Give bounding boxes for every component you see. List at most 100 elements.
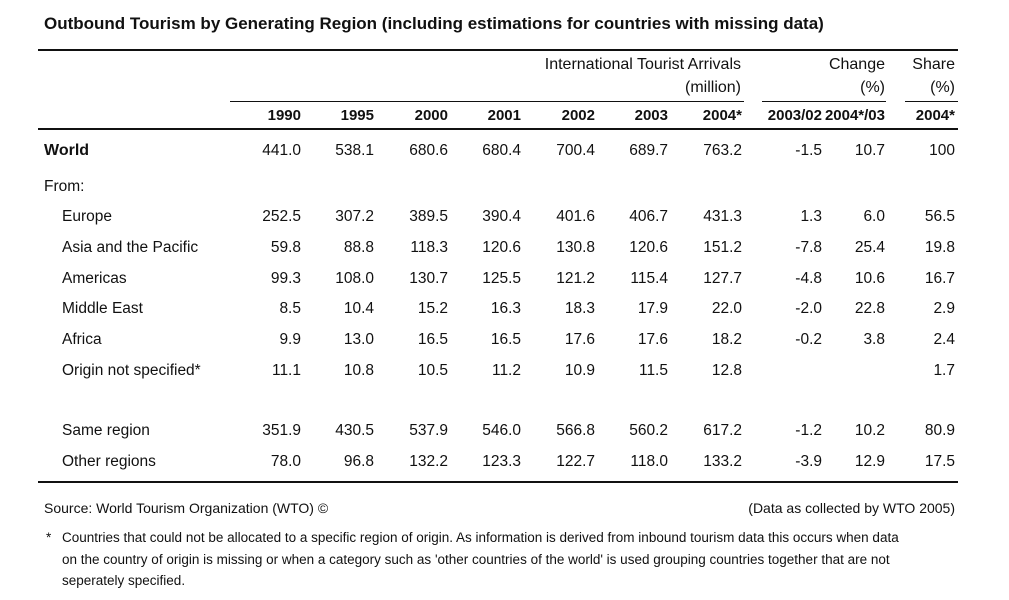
row-group-0-value-6: 617.2 <box>703 422 742 439</box>
share-header-line1: Share <box>912 56 955 73</box>
footnote-mark: * <box>46 530 52 545</box>
arrivals-header-line1: International Tourist Arrivals <box>544 56 741 73</box>
row-region-5-value-2: 10.5 <box>417 362 448 379</box>
row-region-1-value-5: 120.6 <box>629 239 668 256</box>
row-group-1-label: Other regions <box>62 453 156 470</box>
row-region-1-label: Asia and the Pacific <box>62 239 199 256</box>
change-header-line1: Change <box>828 56 885 73</box>
row-group-0-value-3: 546.0 <box>482 422 521 439</box>
row-group-0-change-0: -1.2 <box>795 422 822 439</box>
row-region-3-share: 2.9 <box>933 300 955 317</box>
row-region-3-change-0: -2.0 <box>795 300 822 317</box>
row-region-5-value-5: 11.5 <box>638 362 668 379</box>
column-header-0: 1990 <box>267 107 301 124</box>
row-region-0-value-0: 252.5 <box>262 208 301 225</box>
row-world-value-5: 689.7 <box>629 142 668 159</box>
row-world-value-1: 538.1 <box>335 142 374 159</box>
row-region-3-value-1: 10.4 <box>343 300 374 317</box>
column-header-1: 1995 <box>340 107 374 124</box>
collection-note: (Data as collected by WTO 2005) <box>748 500 955 516</box>
arrivals-header-line2: (million) <box>685 79 741 96</box>
row-region-2-value-5: 115.4 <box>630 270 668 287</box>
row-region-4-change-1: 3.8 <box>863 331 885 348</box>
row-world-change-0: -1.5 <box>795 142 822 159</box>
row-region-4-value-6: 18.2 <box>711 331 742 348</box>
row-group-0-value-1: 430.5 <box>335 422 374 439</box>
row-region-5-share: 1.7 <box>933 362 955 379</box>
row-region-3-value-4: 18.3 <box>564 300 595 317</box>
row-region-2-value-6: 127.7 <box>703 270 742 287</box>
change-column-header-0: 2003/02 <box>767 107 822 124</box>
row-region-2-value-2: 130.7 <box>409 270 448 287</box>
row-region-0-change-1: 6.0 <box>863 208 885 225</box>
row-region-4-share: 2.4 <box>933 331 955 348</box>
source-note: Source: World Tourism Organization (WTO)… <box>44 500 329 516</box>
row-group-0-value-5: 560.2 <box>629 422 668 439</box>
share-header-line2: (%) <box>930 79 955 96</box>
row-region-3-label: Middle East <box>62 300 143 317</box>
row-region-1-value-4: 130.8 <box>556 239 595 256</box>
row-region-4-change-0: -0.2 <box>795 331 822 348</box>
row-group-0-share: 80.9 <box>924 422 955 439</box>
row-region-3-value-0: 8.5 <box>279 300 301 317</box>
row-region-0-change-0: 1.3 <box>800 208 822 225</box>
top-rule <box>38 49 958 51</box>
change-header-line2: (%) <box>860 79 885 96</box>
row-world-share: 100 <box>929 142 955 159</box>
row-region-4-value-4: 17.6 <box>564 331 595 348</box>
row-group-1-value-0: 78.0 <box>270 453 301 470</box>
change-column-header-1: 2004*/03 <box>824 107 885 124</box>
row-region-1-value-3: 120.6 <box>482 239 521 256</box>
row-group-1-value-1: 96.8 <box>343 453 374 470</box>
row-world-change-1: 10.7 <box>854 142 885 159</box>
row-world-value-6: 763.2 <box>703 142 742 159</box>
row-region-5-value-3: 11.2 <box>491 362 521 379</box>
column-header-2: 2000 <box>414 107 448 124</box>
row-group-0-value-2: 537.9 <box>409 422 448 439</box>
row-region-4-value-3: 16.5 <box>490 331 521 348</box>
row-region-5-value-4: 10.9 <box>564 362 595 379</box>
row-region-0-value-6: 431.3 <box>703 208 742 225</box>
row-region-2-value-1: 108.0 <box>335 270 374 287</box>
row-group-1-value-5: 118.0 <box>630 453 668 470</box>
row-group-1-value-2: 132.2 <box>409 453 448 470</box>
row-group-1-value-4: 122.7 <box>556 453 595 470</box>
row-region-0-value-2: 389.5 <box>409 208 448 225</box>
row-region-4-label: Africa <box>62 331 102 348</box>
change-header-rule <box>762 101 886 102</box>
row-region-3-value-5: 17.9 <box>637 300 668 317</box>
row-group-0-label: Same region <box>62 422 150 439</box>
row-region-4-value-1: 13.0 <box>343 331 374 348</box>
row-group-0-value-4: 566.8 <box>556 422 595 439</box>
row-region-3-value-3: 16.3 <box>490 300 521 317</box>
column-header-4: 2002 <box>561 107 595 124</box>
table-title: Outbound Tourism by Generating Region (i… <box>44 14 824 33</box>
row-region-2-change-0: -4.8 <box>795 270 822 287</box>
table-bottom-rule <box>38 481 958 483</box>
row-region-1-change-0: -7.8 <box>795 239 822 256</box>
row-world-value-0: 441.0 <box>262 142 301 159</box>
row-region-4-value-0: 9.9 <box>279 331 301 348</box>
row-group-1-value-3: 123.3 <box>482 453 521 470</box>
row-group-1-change-0: -3.9 <box>795 453 822 470</box>
column-header-3: 2001 <box>487 107 521 124</box>
row-region-2-label: Americas <box>62 270 127 287</box>
row-region-0-value-1: 307.2 <box>335 208 374 225</box>
column-header-6: 2004* <box>702 107 742 124</box>
row-region-5-value-0: 11.1 <box>271 362 301 379</box>
row-group-1-change-1: 12.9 <box>854 453 885 470</box>
row-region-1-value-2: 118.3 <box>410 239 448 256</box>
row-world-value-4: 700.4 <box>556 142 595 159</box>
row-region-1-change-1: 25.4 <box>854 239 885 256</box>
row-region-3-value-2: 15.2 <box>417 300 448 317</box>
row-region-2-value-3: 125.5 <box>482 270 521 287</box>
row-region-2-share: 16.7 <box>924 270 955 287</box>
row-region-2-value-0: 99.3 <box>270 270 301 287</box>
row-region-3-change-1: 22.8 <box>854 300 885 317</box>
row-region-2-change-1: 10.6 <box>854 270 885 287</box>
row-region-3-value-6: 22.0 <box>711 300 742 317</box>
row-region-4-value-5: 17.6 <box>637 331 668 348</box>
footnote-text: Countries that could not be allocated to… <box>62 530 899 588</box>
share-column-header: 2004* <box>915 107 955 124</box>
row-region-0-value-4: 401.6 <box>556 208 595 225</box>
